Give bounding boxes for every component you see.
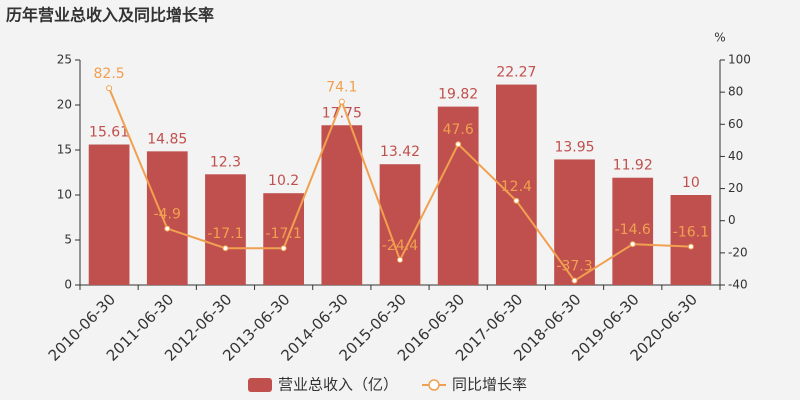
legend-label: 同比增长率 xyxy=(452,376,527,394)
bar xyxy=(379,164,421,285)
bar-value-label: 17.75 xyxy=(322,105,362,121)
line-point xyxy=(397,256,403,263)
bar-value-label: 10 xyxy=(682,175,700,191)
line-value-label: -4.9 xyxy=(154,207,181,223)
y2-tick-label: 40 xyxy=(728,149,743,163)
bar-value-label: 11.92 xyxy=(613,158,653,174)
line-point xyxy=(222,245,229,252)
bar xyxy=(321,125,363,285)
y-tick-label: 20 xyxy=(57,98,72,112)
legend-label: 营业总收入（亿） xyxy=(278,376,398,394)
bar xyxy=(554,159,595,285)
line-point xyxy=(687,243,694,250)
line-value-label: 74.1 xyxy=(326,80,357,96)
bar-value-label: 14.85 xyxy=(147,131,187,147)
bar-value-label: 13.95 xyxy=(554,139,594,155)
bar xyxy=(205,174,246,285)
line-value-label: -17.1 xyxy=(207,226,243,242)
line-point xyxy=(338,98,345,105)
y-tick-label: 5 xyxy=(64,233,72,247)
chart-title: 历年营业总收入及同比增长率 xyxy=(6,6,214,25)
line-value-label: -16.1 xyxy=(673,225,709,241)
y2-tick-label: -20 xyxy=(728,245,748,259)
legend-swatch xyxy=(248,378,272,392)
bar xyxy=(263,193,304,285)
line-point xyxy=(280,245,287,252)
line-point xyxy=(164,225,171,232)
line-value-label: 47.6 xyxy=(443,122,474,138)
y2-unit: % xyxy=(714,31,725,45)
line-value-label: -37.3 xyxy=(556,259,592,275)
bar-value-label: 10.2 xyxy=(268,173,299,189)
bar-value-label: 12.3 xyxy=(210,154,241,170)
y2-tick-label: 80 xyxy=(728,85,743,99)
line-value-label: 12.4 xyxy=(501,179,532,195)
line-point xyxy=(106,85,113,92)
y-tick-label: 10 xyxy=(57,188,72,202)
line-point xyxy=(629,241,636,248)
y2-tick-label: 60 xyxy=(728,117,743,131)
bar-value-label: 19.82 xyxy=(438,87,478,103)
line-value-label: 82.5 xyxy=(94,66,125,82)
bar-value-label: 22.27 xyxy=(496,65,536,81)
bar xyxy=(670,195,712,285)
y-tick-label: 25 xyxy=(57,53,72,67)
line-value-label: -24.4 xyxy=(382,238,418,254)
line-point xyxy=(455,141,462,148)
bar xyxy=(88,144,130,285)
bar xyxy=(612,177,654,285)
y-tick-label: 15 xyxy=(57,143,72,157)
bar xyxy=(437,106,479,286)
y2-tick-label: 100 xyxy=(728,53,751,67)
y2-tick-label: 20 xyxy=(728,181,743,195)
y2-tick-label: 0 xyxy=(728,213,736,227)
line-point xyxy=(571,277,578,284)
bar xyxy=(496,84,537,285)
bar xyxy=(146,151,188,285)
legend-swatch-dot xyxy=(428,379,440,391)
y2-tick-label: -40 xyxy=(728,278,748,292)
y-tick-label: 0 xyxy=(64,278,72,292)
bar-value-label: 15.61 xyxy=(89,125,129,141)
line-value-label: -17.1 xyxy=(266,226,302,242)
bar-value-label: 13.42 xyxy=(380,144,420,160)
line-value-label: -14.6 xyxy=(615,222,651,238)
line-point xyxy=(513,197,520,204)
